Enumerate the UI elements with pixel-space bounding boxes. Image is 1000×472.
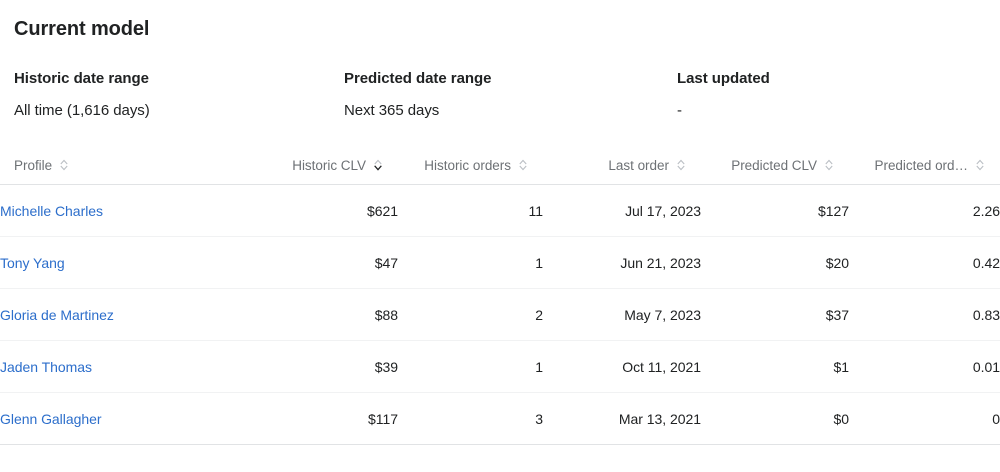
- cell-last-order: Jul 17, 2023: [543, 184, 701, 237]
- cell-predicted-clv: $1: [701, 340, 849, 393]
- cell-historic-orders: 3: [398, 392, 543, 445]
- summary-value: Next 365 days: [344, 102, 440, 119]
- summary-item-last-updated: Last updated -: [677, 68, 977, 121]
- cell-last-order: Oct 11, 2021: [543, 340, 701, 393]
- cell-predicted-orders: 2.26: [849, 184, 1000, 237]
- column-header-profile[interactable]: Profile: [0, 146, 268, 185]
- cell-predicted-clv: $127: [701, 184, 849, 237]
- cell-profile: Michelle Charles: [0, 184, 268, 237]
- profile-link[interactable]: Michelle Charles: [0, 202, 104, 219]
- column-header-label: Profile: [14, 157, 53, 173]
- cell-predicted-orders: 0.01: [849, 340, 1000, 393]
- profile-link[interactable]: Gloria de Martinez: [0, 306, 114, 323]
- cell-predicted-orders: 0.83: [849, 288, 1000, 341]
- cell-profile: Jaden Thomas: [0, 340, 268, 393]
- summary-value: -: [677, 102, 682, 119]
- summary-label: Predicted date range: [344, 70, 492, 87]
- cell-predicted-orders: 0: [849, 392, 1000, 445]
- cell-historic-orders: 1: [398, 236, 543, 289]
- column-header-predicted-orders[interactable]: Predicted ord…: [849, 146, 1000, 185]
- table-row: Jaden Thomas $39 1 Oct 11, 2021 $1 0.01: [0, 340, 1000, 393]
- profiles-table: Profile Historic CLV: [0, 146, 1000, 445]
- column-header-label: Historic CLV: [292, 157, 366, 173]
- cell-last-order: May 7, 2023: [543, 288, 701, 341]
- summary-value: All time (1,616 days): [14, 102, 150, 119]
- cell-predicted-clv: $37: [701, 288, 849, 341]
- table-header-row: Profile Historic CLV: [0, 146, 1000, 185]
- cell-last-order: Jun 21, 2023: [543, 236, 701, 289]
- column-header-historic-clv[interactable]: Historic CLV: [268, 146, 398, 185]
- table-header: Profile Historic CLV: [0, 146, 1000, 185]
- sort-chevrons-icon[interactable]: [974, 157, 986, 173]
- table-body: Michelle Charles $621 11 Jul 17, 2023 $1…: [0, 184, 1000, 445]
- page-title: Current model: [14, 18, 150, 40]
- cell-historic-orders: 11: [398, 184, 543, 237]
- summary-label: Historic date range: [14, 70, 149, 87]
- cell-historic-clv: $88: [268, 288, 398, 341]
- sort-chevrons-icon[interactable]: [517, 157, 529, 173]
- cell-historic-clv: $39: [268, 340, 398, 393]
- profile-link[interactable]: Glenn Gallagher: [0, 410, 102, 427]
- cell-profile: Glenn Gallagher: [0, 392, 268, 445]
- profile-link[interactable]: Jaden Thomas: [0, 358, 92, 375]
- table-row: Gloria de Martinez $88 2 May 7, 2023 $37…: [0, 288, 1000, 341]
- column-header-label: Predicted ord…: [874, 157, 968, 173]
- cell-profile: Gloria de Martinez: [0, 288, 268, 341]
- summary-row: Historic date range All time (1,616 days…: [14, 68, 986, 121]
- column-header-last-order[interactable]: Last order: [543, 146, 701, 185]
- column-header-predicted-clv[interactable]: Predicted CLV: [701, 146, 849, 185]
- sort-chevrons-icon[interactable]: [372, 157, 384, 173]
- cell-historic-clv: $117: [268, 392, 398, 445]
- cell-predicted-clv: $20: [701, 236, 849, 289]
- column-header-label: Historic orders: [424, 157, 511, 173]
- sort-chevrons-icon[interactable]: [675, 157, 687, 173]
- table-row: Glenn Gallagher $117 3 Mar 13, 2021 $0 0: [0, 392, 1000, 445]
- cell-historic-clv: $47: [268, 236, 398, 289]
- column-header-historic-orders[interactable]: Historic orders: [398, 146, 543, 185]
- profile-link[interactable]: Tony Yang: [0, 254, 65, 271]
- column-header-label: Last order: [608, 157, 669, 173]
- profiles-table-container: Profile Historic CLV: [0, 146, 1000, 445]
- cell-historic-orders: 1: [398, 340, 543, 393]
- cell-profile: Tony Yang: [0, 236, 268, 289]
- summary-label: Last updated: [677, 70, 770, 87]
- cell-historic-clv: $621: [268, 184, 398, 237]
- table-row: Tony Yang $47 1 Jun 21, 2023 $20 0.42: [0, 236, 1000, 289]
- table-row: Michelle Charles $621 11 Jul 17, 2023 $1…: [0, 184, 1000, 237]
- sort-chevrons-icon[interactable]: [58, 157, 70, 173]
- summary-item-predicted-date-range: Predicted date range Next 365 days: [344, 68, 677, 121]
- cell-predicted-orders: 0.42: [849, 236, 1000, 289]
- cell-last-order: Mar 13, 2021: [543, 392, 701, 445]
- summary-item-historic-date-range: Historic date range All time (1,616 days…: [14, 68, 344, 121]
- column-header-label: Predicted CLV: [731, 157, 817, 173]
- cell-predicted-clv: $0: [701, 392, 849, 445]
- sort-chevrons-icon[interactable]: [823, 157, 835, 173]
- cell-historic-orders: 2: [398, 288, 543, 341]
